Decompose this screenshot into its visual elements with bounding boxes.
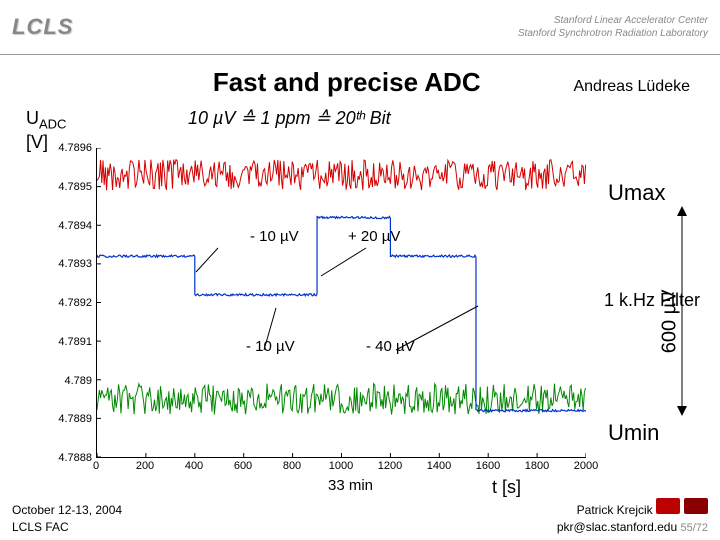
equation: 10 µV ≙ 1 ppm ≙ 20ᵗʰ Bit [188,108,391,129]
ytick: 4.7888 [58,452,92,464]
ytick: 4.7894 [58,220,92,232]
xtick: 2000 [574,460,598,472]
xtick: 1800 [525,460,549,472]
title-row: Fast and precise ADC Andreas Lüdeke [0,55,720,104]
xtick: 200 [136,460,154,472]
lab2: Stanford Synchrotron Radiation Laborator… [518,27,708,40]
lab-names: Stanford Linear Accelerator Center Stanf… [518,14,708,40]
umin-label: Umin [608,420,659,446]
pos20-label: + 20 µV [348,228,400,245]
xtick: 400 [185,460,203,472]
xtick: 800 [283,460,301,472]
neg10-top-label: - 10 µV [250,228,299,245]
header: LCLS Stanford Linear Accelerator Center … [0,0,720,55]
ytick: 4.789 [64,375,92,387]
credit: Andreas Lüdeke [573,78,690,96]
y-ticks: 4.78964.78954.78944.78934.78924.78914.78… [42,148,96,458]
umax-label: Umax [608,180,665,206]
x-ticks: 0200400600800100012001400160018002000 [96,460,586,476]
xtick: 600 [234,460,252,472]
footer: October 12-13, 2004 LCLS FAC Patrick Kre… [0,498,720,536]
footer-right: Patrick Krejcik pkr@slac.stanford.edu 55… [557,498,708,536]
plot-svg [97,148,586,457]
ylabel-main: U [26,108,39,128]
slac-icon [656,498,680,514]
xlabel-center: 33 min [328,477,373,494]
xtick: 1200 [378,460,402,472]
footer-org: LCLS FAC [12,519,122,536]
ssrl-icon [684,498,708,514]
xtick: 1400 [427,460,451,472]
page-number: 55/72 [680,522,708,534]
footer-email: pkr@slac.stanford.edu [557,520,677,534]
ytick: 4.7895 [58,181,92,193]
ylabel-sub: ADC [39,117,66,132]
footer-date: October 12-13, 2004 [12,502,122,519]
logo-left: LCLS [12,14,73,40]
xlabel-right: t [s] [492,477,521,498]
footer-left: October 12-13, 2004 LCLS FAC [12,502,122,536]
footer-author: Patrick Krejcik [577,503,653,517]
xtick: 0 [93,460,99,472]
xtick: 1000 [329,460,353,472]
footer-icons [656,498,708,514]
ytick: 4.7891 [58,336,92,348]
chart-zone: UADC [V] 10 µV ≙ 1 ppm ≙ 20ᵗʰ Bit 4.7896… [18,104,702,504]
neg10-mid-label: - 10 µV [246,338,295,355]
xtick: 1600 [476,460,500,472]
ytick: 4.7896 [58,142,92,154]
ytick: 4.7889 [58,413,92,425]
ytick: 4.7892 [58,297,92,309]
range-label: 600 µV [659,290,682,354]
slide-title: Fast and precise ADC [120,67,573,98]
lab1: Stanford Linear Accelerator Center [518,14,708,27]
neg40-label: - 40 µV [366,338,415,355]
plot-area [96,148,586,458]
ytick: 4.7893 [58,258,92,270]
